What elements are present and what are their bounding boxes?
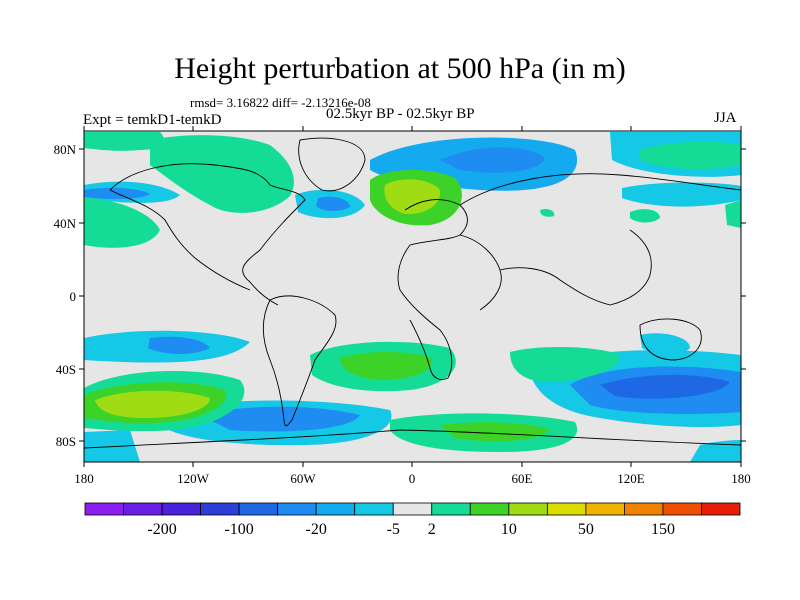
lon-tick-label: 60W — [290, 471, 316, 486]
contour-fill-positive — [84, 132, 741, 452]
lon-tick-label: 180 — [74, 471, 94, 486]
colorbar-swatch — [392, 502, 433, 516]
map-panel — [84, 131, 741, 462]
experiment-label: Expt = temkD1-temkD — [83, 112, 222, 128]
latitude-axis: 80N 40N 0 40S 80S — [54, 142, 746, 449]
lat-tick-label: 80S — [56, 434, 76, 449]
lat-tick-label: 40S — [56, 362, 76, 377]
lon-tick-label: 120E — [617, 471, 645, 486]
lat-tick-label: 40N — [54, 216, 77, 231]
colorbar-label: 150 — [651, 521, 675, 538]
lat-tick-label: 80N — [54, 142, 77, 157]
lon-tick-label: 0 — [409, 471, 416, 486]
stats-line: rmsd= 3.16822 diff= -2.13216e-08 — [190, 95, 371, 110]
lat-tick-label: 0 — [70, 289, 77, 304]
colorbar-swatch — [469, 502, 510, 516]
lon-tick-label: 180 — [731, 471, 751, 486]
colorbar-swatch — [662, 502, 702, 516]
colorbar-label: -100 — [224, 521, 253, 538]
period-label: 02.5kyr BP - 02.5kyr BP — [326, 106, 475, 122]
colorbar-swatch — [200, 502, 240, 516]
colorbar-swatch — [123, 502, 163, 516]
colorbar-swatch — [238, 502, 279, 516]
colorbar-label: -200 — [147, 521, 176, 538]
colorbar-swatch — [546, 502, 587, 516]
colorbar-label: -5 — [387, 521, 400, 538]
colorbar-swatch — [431, 502, 471, 516]
colorbar-label: -20 — [306, 521, 327, 538]
colorbar-swatch — [508, 502, 548, 516]
lon-tick-label: 60E — [512, 471, 533, 486]
colorbar-swatch — [354, 502, 394, 516]
longitude-axis: 180 120W 60W 0 60E 120E 180 — [74, 126, 751, 486]
chart-title: Height perturbation at 500 hPa (in m) — [174, 52, 626, 85]
colorbar-label: 2 — [428, 521, 436, 538]
colorbar-swatch — [277, 502, 317, 516]
colorbar-label: 10 — [501, 521, 517, 538]
colorbar-swatch — [585, 502, 625, 516]
season-label: JJA — [714, 110, 737, 126]
coastlines — [84, 137, 741, 449]
colorbar-swatch — [624, 502, 664, 516]
colorbar-swatch — [315, 502, 356, 516]
colorbar-swatch — [161, 502, 201, 516]
colorbar-swatch — [84, 502, 124, 516]
colorbar-swatch — [701, 502, 741, 516]
lon-tick-label: 120W — [177, 471, 210, 486]
colorbar-label: 50 — [578, 521, 594, 538]
